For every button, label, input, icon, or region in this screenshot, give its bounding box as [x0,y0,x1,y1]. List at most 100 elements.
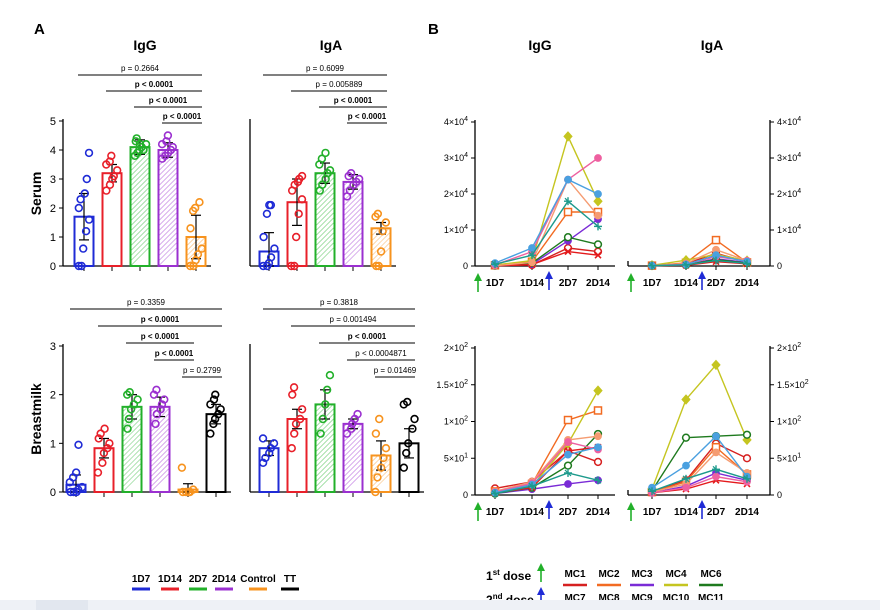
bar-hatch [315,447,335,468]
data-point [711,359,721,371]
data-point [712,257,720,265]
p-value-label: p = 0.005889 [316,80,363,89]
data-point [76,195,85,204]
bar-hatch [122,427,142,448]
x-tick-label: 1D7 [643,507,662,518]
panel-label-b: B [428,21,439,38]
data-point [163,131,173,140]
bar-chart-serum_igg: 0 1 2 3 4 5 IgG Serum p = 0.2664 p < 0.0001 p < 0.… [28,37,211,273]
data-point [156,405,165,414]
dose-label: 1st dose [486,568,531,583]
chart-title: IgA [701,37,724,53]
bar-hatch [150,452,170,473]
data-point [346,169,356,178]
data-point [593,457,603,467]
bar-hatch [371,231,391,252]
bar-hatch [150,417,170,438]
data-point [152,385,161,394]
bar-hatch [343,206,363,227]
x-tick-label: 2D14 [735,507,759,518]
bar-hatch [158,166,178,187]
series-line-MC3 [494,479,599,495]
data-point [712,472,720,481]
series-line-MC11 [651,468,748,492]
data-point [712,465,720,473]
series-line-MC6 [651,434,748,491]
bar-hatch [158,181,178,202]
bar-hatch [315,226,335,247]
line-chart-igg_top: 0 1×104 2×104 3×104 4×104 1D7 1D14 2D7 2D14 IgG [444,37,615,292]
data-point [594,222,602,230]
legend-label-2D7: 2D7 [189,574,208,585]
data-point [270,244,279,253]
bar-hatch [122,472,142,493]
bar-chart-milk_igg: 0 1 2 3 Breastmilk p = 0.3359 p < 0.0001 p < 0.… [28,298,231,499]
data-point [410,414,419,424]
data-point [528,258,536,267]
bar-hatch [130,246,150,267]
data-point [404,439,413,448]
data-point [564,469,572,477]
bar-hatch [315,432,335,453]
data-point [188,485,198,494]
data-point [594,476,602,484]
data-point [563,243,573,253]
bar-hatch [158,226,178,247]
data-point [105,439,114,448]
bar-hatch [122,437,142,458]
legend-label-MC7: MC7 [564,593,586,600]
data-point [197,244,206,253]
bar-hatch [315,457,335,478]
y-tick-label: 1×102 [777,416,801,427]
y-tick-label: 2 [50,203,56,215]
bar-hatch [343,216,363,237]
data-point [682,461,690,470]
data-point [287,261,296,271]
bottom-tab [36,600,88,610]
y-tick-label: 4×104 [777,116,801,127]
legend-label-MC11: MC11 [698,593,725,600]
bar-hatch [343,472,363,493]
p-value-label: p < 0.0001 [348,332,387,341]
data-point [564,175,572,184]
bar-hatch [315,404,329,418]
data-point [371,487,380,497]
data-point [408,424,417,433]
bar-hatch [130,216,150,237]
bar-hatch [122,422,142,443]
bar-hatch [315,246,335,267]
x-tick-label: 1D14 [674,507,698,518]
data-point [103,444,112,453]
data-point [379,453,388,463]
data-point [177,463,187,472]
bar-hatch [315,181,335,202]
data-point [564,480,572,488]
bar-hatch [315,211,335,232]
data-point [96,429,105,438]
data-point [318,414,328,424]
x-tick-label: 1D14 [674,278,698,289]
series-line-MC4 [494,390,599,494]
y-tick-label: 0 [50,487,56,499]
data-point [403,397,412,407]
panel-label-a: A [34,21,45,38]
bar-hatch [343,432,363,453]
data-point [77,482,87,492]
data-point [743,260,751,267]
bar-hatch [343,236,363,257]
line-chart-iga_top: 0 1×104 2×104 3×104 4×104 1D7 1D14 2D7 2D14 IgA [627,37,801,292]
bar-hatch [150,467,170,488]
bar-hatch [130,221,150,242]
y-tick-label: 3 [50,174,56,186]
data-point [125,388,134,397]
data-point [563,131,573,142]
data-point [593,195,603,207]
data-point [287,444,296,453]
series-line-MC8 [651,451,748,493]
bar-hatch [130,191,150,212]
legend-b: 1st dose 2nd dose MC1 MC2 MC3 MC4 MC6 MC7 MC8 MC9… [486,563,724,600]
data-point [291,419,301,429]
x-tick-label: 2D7 [707,507,726,518]
bar-hatch [122,457,142,478]
